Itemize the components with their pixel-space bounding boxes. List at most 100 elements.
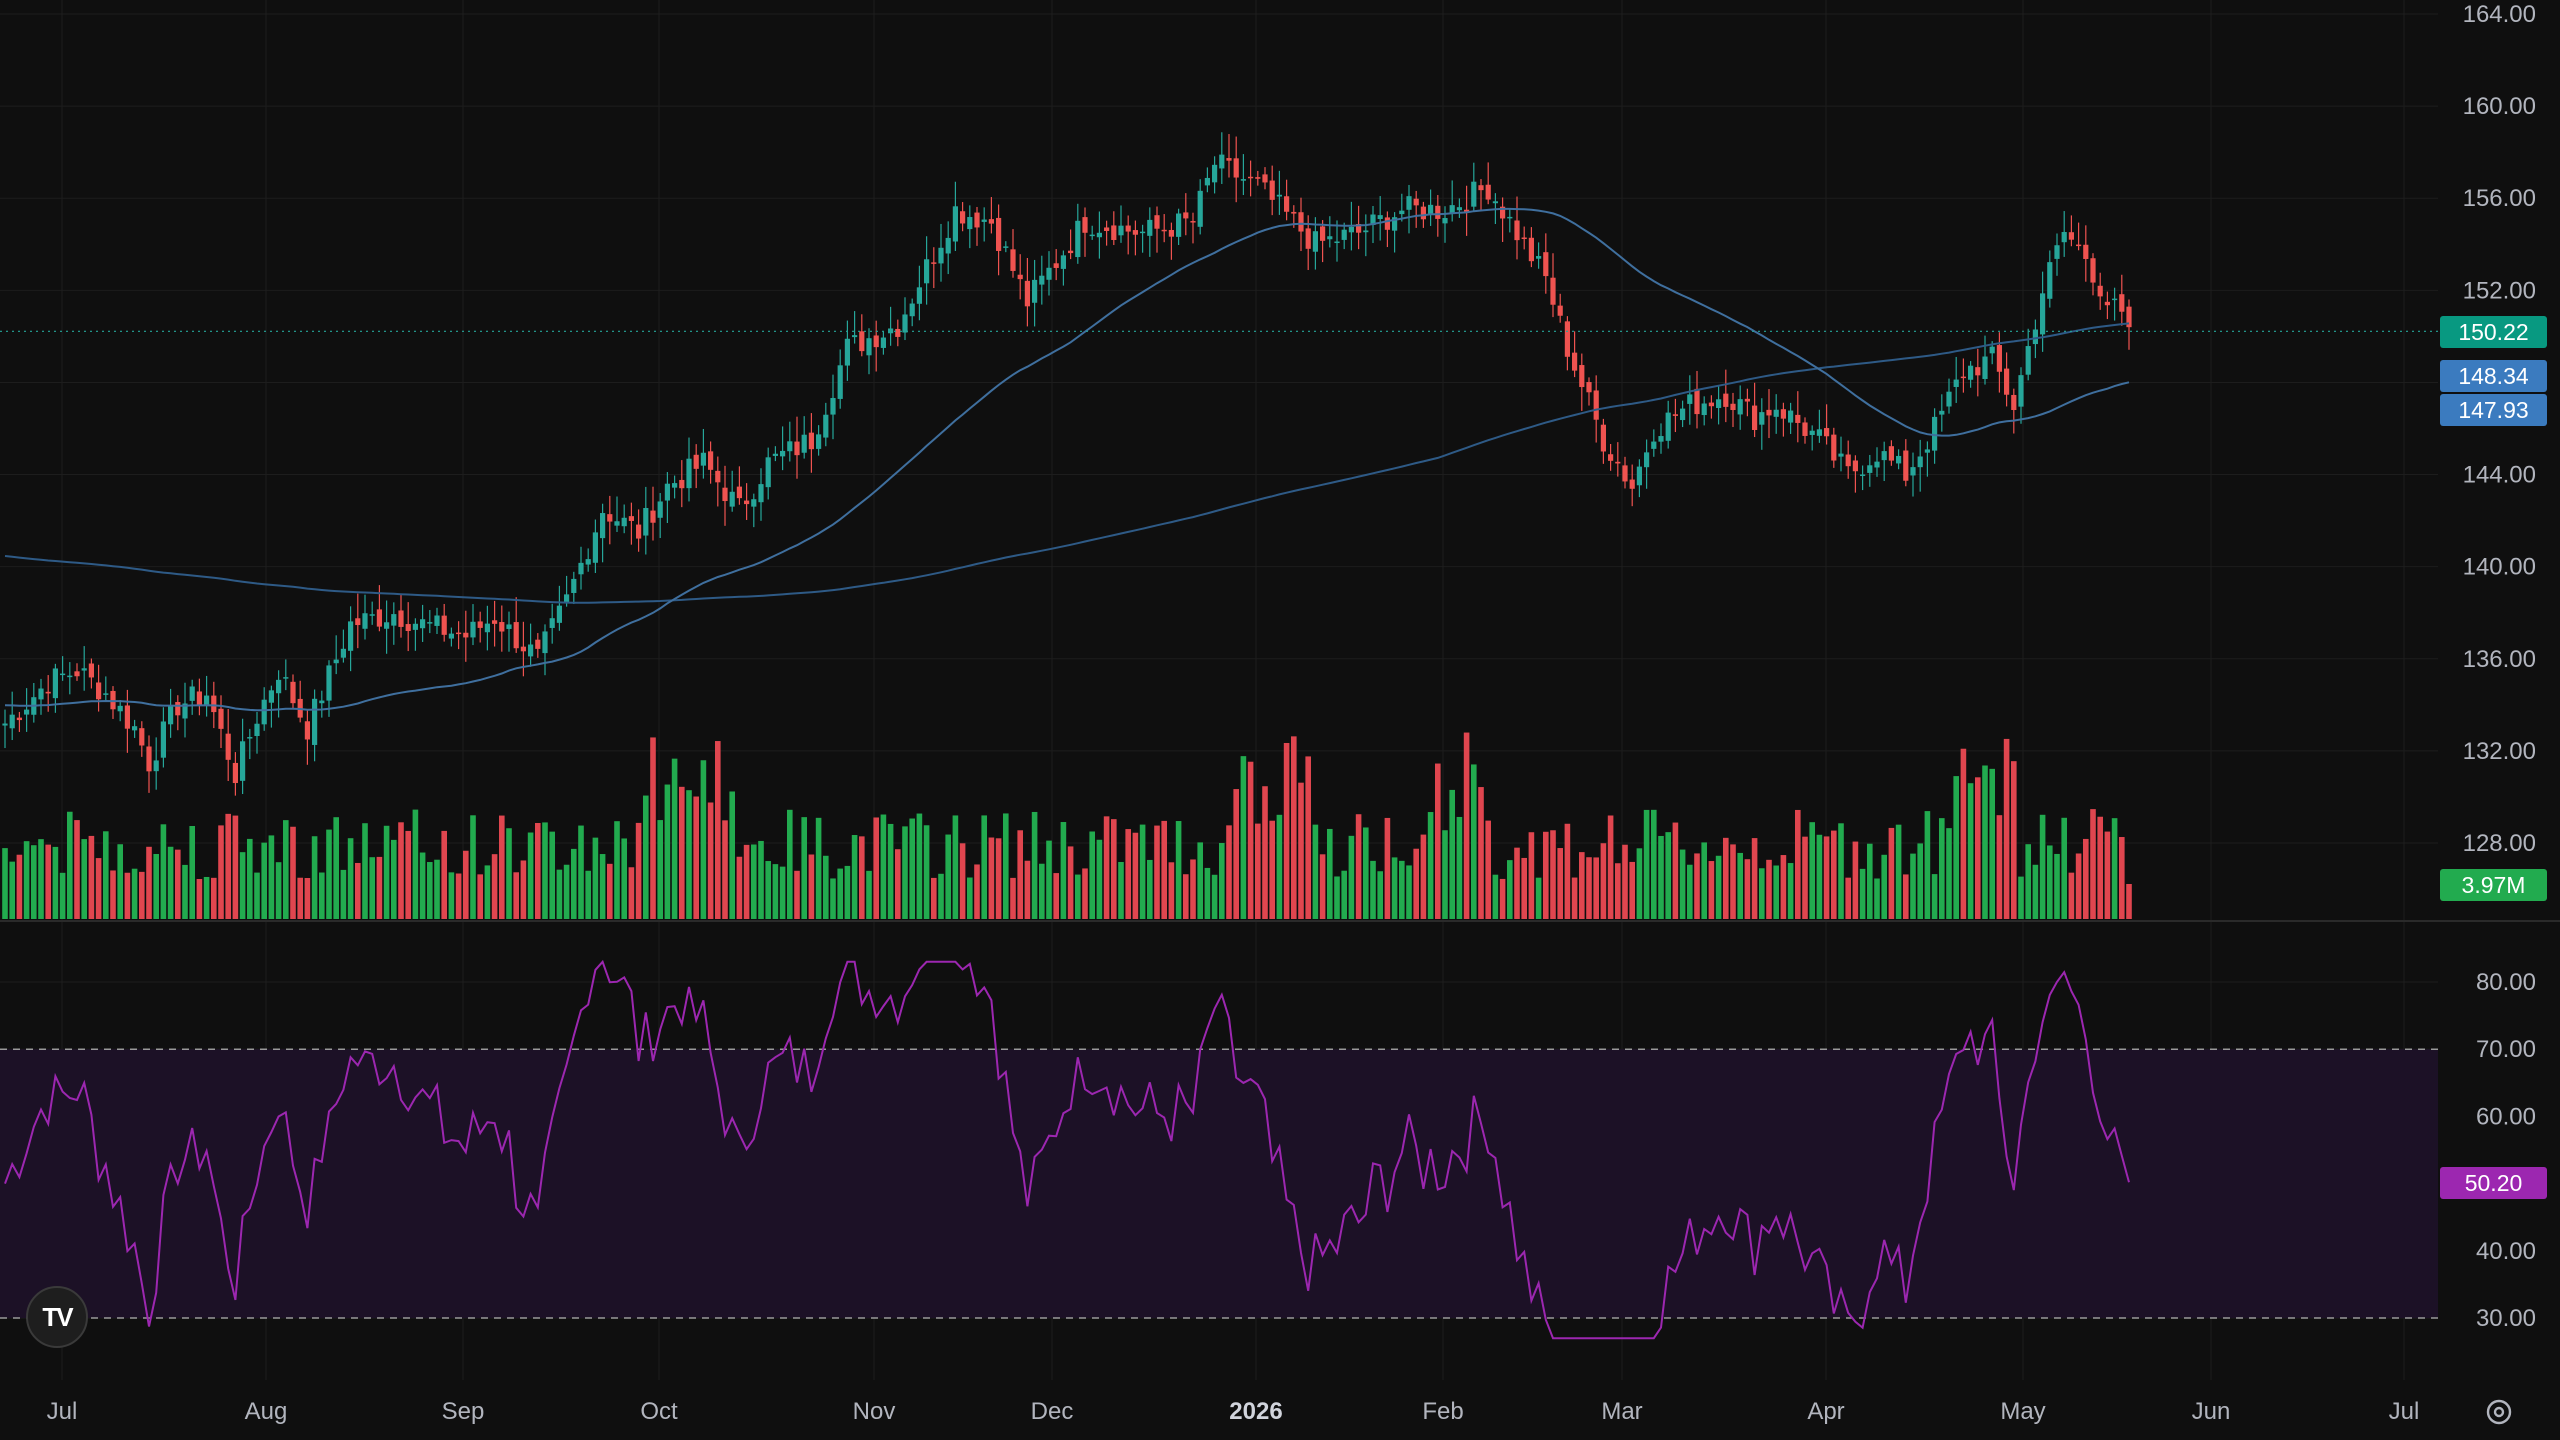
volume-bar (1773, 865, 1779, 919)
volume-bar (376, 856, 383, 919)
volume-bar (513, 872, 519, 919)
logo-text: TV (42, 1301, 73, 1332)
volume-bar (1780, 855, 1787, 919)
volume-bar (1507, 860, 1513, 919)
candle-body (1564, 321, 1570, 357)
candle-body (52, 668, 58, 699)
candle-body (1752, 405, 1758, 431)
volume-bar (1514, 847, 1520, 919)
candle-body (456, 632, 462, 635)
ma-short-badge: 147.93 (2440, 394, 2547, 426)
candle-body (844, 338, 850, 366)
candle-body (1500, 206, 1506, 219)
candle-body (1363, 230, 1369, 233)
candle-body (1269, 180, 1275, 200)
candle-body (1615, 461, 1621, 464)
volume-bar (362, 823, 368, 919)
candle-body (283, 677, 289, 679)
candle-body (2090, 258, 2096, 283)
candle-body (1284, 196, 1290, 212)
candle-body (1737, 399, 1743, 415)
volume-bar (1658, 835, 1664, 919)
candle-body (355, 618, 361, 626)
time-tick-label: Jul (2389, 1398, 2420, 1425)
candle-body (276, 679, 282, 694)
gear-icon[interactable] (2482, 1395, 2516, 1429)
candle-body (2068, 232, 2074, 240)
candle-body (1557, 305, 1563, 316)
volume-bar (297, 877, 303, 919)
candle-body (830, 397, 836, 415)
volume-bar (1701, 842, 1707, 919)
candle-body (434, 615, 440, 626)
candle-body (1802, 422, 1808, 436)
volume-bar (1708, 861, 1715, 919)
price-tick-label: 128.00 (2463, 830, 2536, 857)
volume-bar (1298, 782, 1304, 919)
candle-body (1867, 465, 1873, 473)
candle-body (1968, 365, 1974, 380)
candle-body (1341, 229, 1347, 240)
time-tick-label: Feb (1422, 1398, 1463, 1425)
candle-body (996, 217, 1002, 251)
candle-body (1831, 434, 1837, 461)
volume-bar (470, 815, 476, 919)
volume-bar (1039, 863, 1045, 919)
volume-bar (1305, 756, 1311, 919)
volume-bar (657, 820, 663, 919)
candle-body (1773, 409, 1779, 417)
volume-bar (527, 832, 534, 919)
candle-body (621, 517, 627, 527)
candle-body (1665, 412, 1671, 441)
volume-bar (1672, 822, 1679, 919)
volume-bar (2126, 884, 2132, 919)
candle-body (859, 331, 865, 352)
time-tick-label: Mar (1601, 1398, 1642, 1425)
candle-body (1492, 201, 1498, 204)
volume-bar (1427, 812, 1434, 919)
candle-body (1903, 450, 1909, 481)
volume-bar (398, 822, 404, 919)
volume-bar (1679, 849, 1686, 919)
candle-body (1953, 379, 1959, 387)
candle-body (1795, 414, 1801, 423)
volume-bar (542, 822, 548, 919)
volume-bar (1571, 877, 1578, 919)
price-axis[interactable]: 164.00160.00156.00152.00148.00144.00140.… (2463, 1, 2536, 857)
candle-body (88, 663, 94, 678)
candle-body (1766, 409, 1772, 416)
volume-bar (1269, 820, 1275, 919)
candle-body (499, 622, 505, 632)
candle-body (96, 682, 102, 700)
candle-body (1852, 460, 1858, 472)
volume-bar (45, 844, 51, 919)
time-tick-label: Apr (1807, 1398, 1844, 1425)
candle-body (2025, 346, 2031, 375)
candle-body (16, 717, 22, 721)
volume-bar (959, 843, 966, 919)
volume-bar (1363, 827, 1369, 919)
candle-body (1154, 215, 1160, 229)
volume-bar (794, 870, 800, 919)
volume-bar (103, 831, 109, 919)
candle-body (924, 259, 930, 284)
moving-average-long (4, 322, 2130, 604)
rsi-axis[interactable]: 80.00 70.00 60.00 40.00 30.00 (2476, 969, 2536, 1332)
candle-body (1507, 216, 1513, 219)
candle-body (1989, 346, 1995, 354)
ma-long-badge: 148.34 (2440, 360, 2547, 392)
candle-body (715, 470, 721, 483)
candle-body (657, 501, 663, 518)
volume-bar (758, 840, 764, 919)
candle-body (1536, 256, 1542, 259)
candle-body (312, 698, 318, 745)
candle-body (74, 671, 80, 677)
candle-body (103, 693, 109, 695)
volume-bar (1859, 868, 1866, 919)
candle-body (1888, 446, 1894, 461)
time-axis[interactable]: Jul Aug Sep Oct Nov Dec 2026 Feb Mar Apr May Jun Jul (47, 1398, 2420, 1425)
volume-bar (347, 838, 354, 919)
tradingview-logo[interactable]: TV (26, 1286, 88, 1348)
volume-bar (477, 874, 483, 919)
